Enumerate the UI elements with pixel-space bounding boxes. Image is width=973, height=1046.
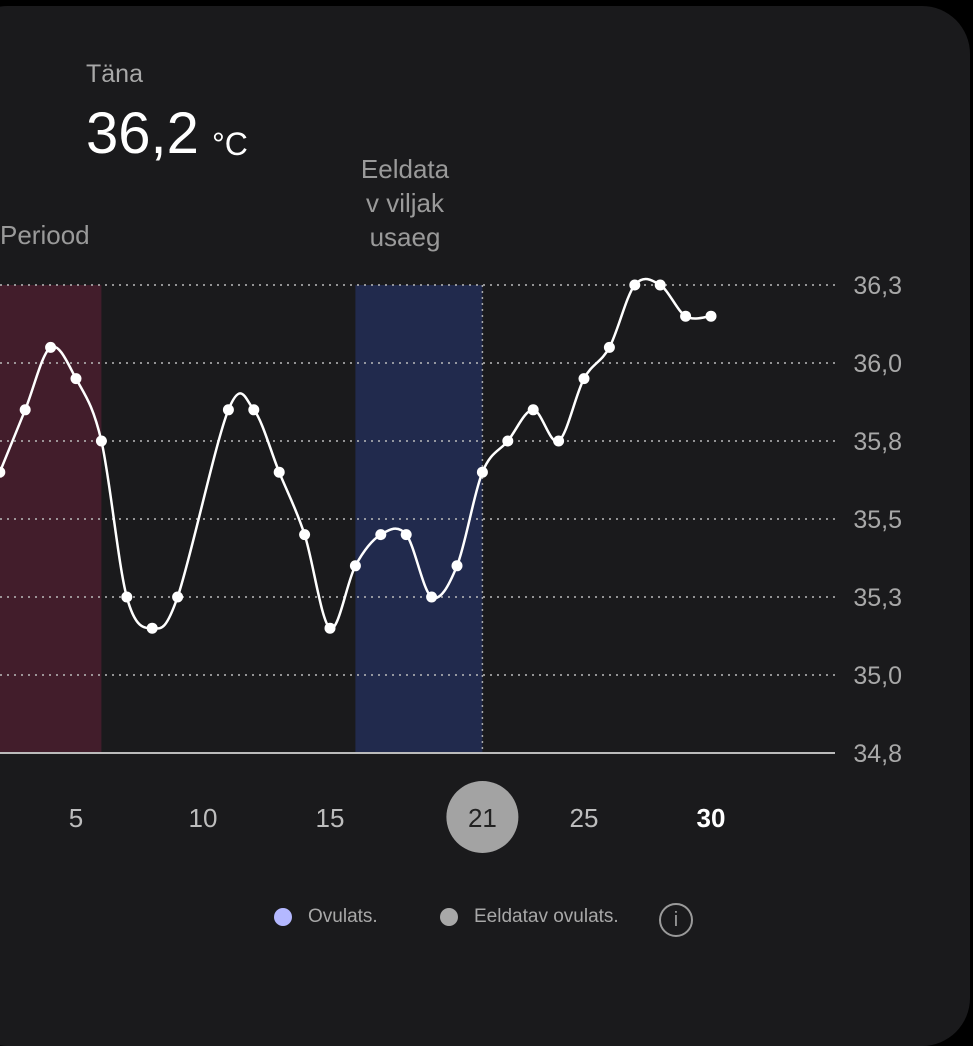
y-tick-label: 36,3 — [853, 272, 902, 300]
temperature-point — [349, 560, 361, 572]
temperature-point — [680, 310, 692, 322]
y-tick-label: 36,0 — [853, 350, 902, 378]
temperature-point — [400, 529, 412, 541]
today-circle — [446, 781, 519, 853]
legend-ovulation-label: Ovulats. — [308, 906, 378, 927]
ovulation-dot-icon — [274, 908, 292, 926]
y-tick-label: 35,0 — [853, 662, 902, 690]
temperature-point — [324, 622, 336, 634]
temperature-point — [527, 404, 539, 416]
x-tick-label: 21 — [468, 803, 497, 833]
temperature-point — [553, 435, 565, 447]
temperature-point — [502, 435, 514, 447]
temperature-point — [426, 591, 438, 603]
temperature-point — [248, 404, 260, 416]
today-temperature: 36,2 — [86, 101, 199, 166]
x-tick-label: 30 — [697, 803, 726, 833]
y-tick-label: 35,8 — [853, 428, 902, 456]
temperature-point — [603, 341, 615, 353]
temperature-point — [70, 373, 82, 385]
temperature-point — [451, 560, 463, 572]
legend-expected-ovulation: Eeldatav ovulats. — [440, 906, 619, 928]
y-tick-label: 35,5 — [853, 506, 902, 534]
period-label: Periood — [0, 220, 90, 250]
fertile-label-line: usaeg — [369, 222, 441, 252]
temperature-chart[interactable]: 36,3 36,0 35,8 35,5 35,3 35,0 34,8 5 10 15 21 25 30 — [0, 0, 973, 1000]
fertile-band — [355, 285, 483, 753]
temperature-point — [121, 591, 133, 603]
temperature-point — [172, 591, 184, 603]
temperature-point — [476, 466, 488, 478]
temperature-point — [273, 466, 285, 478]
temperature-point — [146, 622, 158, 634]
x-tick-label: 15 — [316, 803, 345, 833]
temperature-point — [299, 529, 311, 541]
info-icon[interactable]: i — [659, 903, 693, 937]
temperature-point — [222, 404, 234, 416]
temperature-point — [45, 341, 57, 353]
temperature-point — [375, 529, 387, 541]
temperature-point — [95, 435, 107, 447]
temperature-point — [629, 279, 641, 291]
y-tick-label: 34,8 — [853, 740, 902, 768]
temperature-point — [0, 466, 6, 478]
fertile-label-line: Eeldata — [360, 154, 450, 184]
fertile-label-line: v viljak — [365, 188, 444, 218]
fertile-window-label: Eeldata v viljak usaeg — [340, 152, 470, 254]
temperature-point — [654, 279, 666, 291]
temperature-point — [578, 373, 590, 385]
temperature-point — [705, 310, 717, 322]
x-tick-label: 25 — [570, 803, 599, 833]
y-tick-label: 35,3 — [853, 584, 902, 612]
temperature-card — [0, 6, 970, 1046]
temperature-unit: °C — [212, 126, 248, 162]
temperature-point — [19, 404, 31, 416]
expected-ovulation-dot-icon — [440, 908, 458, 926]
today-label: Täna — [86, 60, 143, 88]
legend-ovulation: Ovulats. — [274, 906, 378, 928]
x-tick-label: 10 — [189, 803, 218, 833]
legend-expected-ovulation-label: Eeldatav ovulats. — [474, 906, 619, 927]
x-tick-label: 5 — [69, 803, 83, 833]
